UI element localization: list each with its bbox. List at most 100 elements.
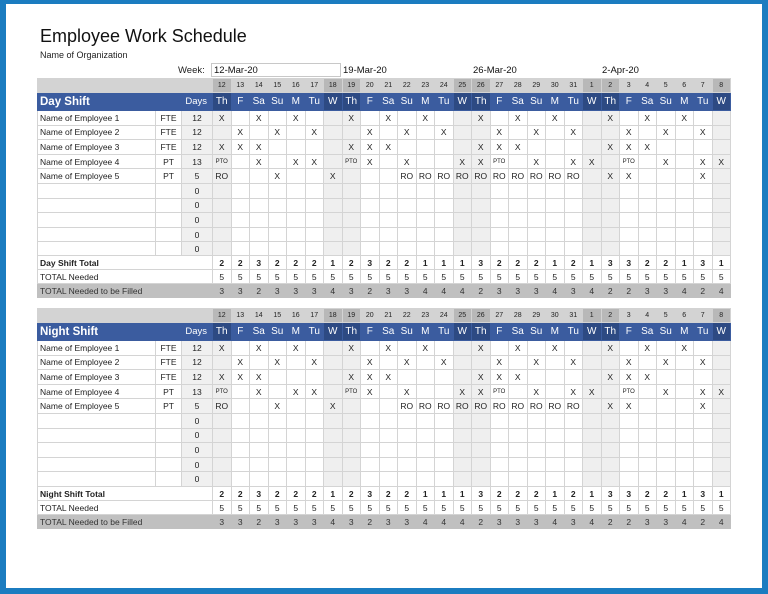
schedule-cell[interactable] bbox=[267, 442, 287, 458]
schedule-cell[interactable] bbox=[323, 442, 343, 458]
schedule-cell[interactable] bbox=[582, 212, 602, 228]
schedule-cell[interactable] bbox=[582, 340, 602, 356]
schedule-cell[interactable]: X bbox=[656, 354, 676, 371]
schedule-cell[interactable]: RO bbox=[452, 168, 472, 184]
schedule-cell[interactable] bbox=[637, 124, 657, 141]
schedule-cell[interactable] bbox=[693, 197, 713, 214]
schedule-cell[interactable] bbox=[249, 168, 269, 184]
schedule-cell[interactable] bbox=[563, 442, 583, 458]
schedule-cell[interactable] bbox=[378, 153, 398, 170]
schedule-cell[interactable] bbox=[674, 354, 694, 371]
schedule-cell[interactable] bbox=[545, 412, 565, 429]
schedule-cell[interactable]: X bbox=[249, 110, 269, 126]
schedule-cell[interactable] bbox=[619, 197, 639, 214]
schedule-cell[interactable]: X bbox=[378, 110, 398, 126]
schedule-cell[interactable] bbox=[489, 212, 509, 228]
schedule-cell[interactable] bbox=[619, 471, 639, 487]
schedule-cell[interactable] bbox=[286, 369, 306, 385]
schedule-cell[interactable]: X bbox=[230, 139, 250, 155]
schedule-cell[interactable] bbox=[397, 369, 417, 385]
schedule-cell[interactable] bbox=[693, 412, 713, 429]
employee-name-cell[interactable] bbox=[37, 212, 156, 228]
schedule-cell[interactable] bbox=[378, 182, 398, 199]
schedule-cell[interactable] bbox=[656, 197, 676, 214]
schedule-cell[interactable] bbox=[693, 369, 713, 385]
schedule-cell[interactable] bbox=[378, 354, 398, 371]
schedule-cell[interactable] bbox=[711, 456, 731, 473]
schedule-cell[interactable] bbox=[267, 110, 287, 126]
schedule-cell[interactable]: RO bbox=[471, 168, 491, 184]
schedule-cell[interactable] bbox=[526, 427, 546, 444]
schedule-cell[interactable]: X bbox=[286, 153, 306, 170]
schedule-cell[interactable] bbox=[360, 212, 380, 228]
schedule-cell[interactable] bbox=[674, 398, 694, 414]
employee-type-cell[interactable]: FTE bbox=[155, 110, 182, 126]
schedule-cell[interactable] bbox=[452, 354, 472, 371]
schedule-cell[interactable] bbox=[378, 456, 398, 473]
schedule-cell[interactable] bbox=[304, 369, 324, 385]
employee-name-cell[interactable]: Name of Employee 2 bbox=[37, 354, 156, 371]
schedule-cell[interactable] bbox=[582, 226, 602, 243]
employee-type-cell[interactable] bbox=[155, 427, 182, 444]
schedule-cell[interactable] bbox=[434, 412, 454, 429]
schedule-cell[interactable] bbox=[304, 110, 324, 126]
schedule-cell[interactable] bbox=[434, 139, 454, 155]
schedule-cell[interactable] bbox=[693, 442, 713, 458]
schedule-cell[interactable] bbox=[304, 412, 324, 429]
schedule-cell[interactable] bbox=[323, 212, 343, 228]
schedule-cell[interactable] bbox=[656, 442, 676, 458]
schedule-cell[interactable]: X bbox=[637, 369, 657, 385]
schedule-cell[interactable]: X bbox=[600, 139, 620, 155]
schedule-cell[interactable] bbox=[526, 182, 546, 199]
schedule-cell[interactable] bbox=[323, 197, 343, 214]
schedule-cell[interactable] bbox=[582, 182, 602, 199]
schedule-cell[interactable]: X bbox=[249, 340, 269, 356]
schedule-cell[interactable] bbox=[212, 124, 232, 141]
schedule-cell[interactable]: X bbox=[323, 398, 343, 414]
schedule-cell[interactable] bbox=[674, 369, 694, 385]
schedule-cell[interactable] bbox=[212, 412, 232, 429]
schedule-cell[interactable] bbox=[360, 168, 380, 184]
schedule-cell[interactable] bbox=[471, 226, 491, 243]
schedule-cell[interactable] bbox=[378, 168, 398, 184]
schedule-cell[interactable] bbox=[323, 340, 343, 356]
schedule-cell[interactable]: X bbox=[619, 124, 639, 141]
employee-type-cell[interactable] bbox=[155, 197, 182, 214]
schedule-cell[interactable]: X bbox=[563, 124, 583, 141]
schedule-cell[interactable] bbox=[378, 212, 398, 228]
schedule-cell[interactable]: X bbox=[212, 110, 232, 126]
schedule-cell[interactable] bbox=[600, 383, 620, 400]
schedule-cell[interactable] bbox=[711, 412, 731, 429]
schedule-cell[interactable] bbox=[711, 139, 731, 155]
schedule-cell[interactable]: X bbox=[508, 369, 528, 385]
schedule-cell[interactable] bbox=[489, 412, 509, 429]
schedule-cell[interactable] bbox=[434, 427, 454, 444]
schedule-cell[interactable] bbox=[323, 456, 343, 473]
schedule-cell[interactable]: X bbox=[230, 124, 250, 141]
schedule-cell[interactable] bbox=[360, 471, 380, 487]
schedule-cell[interactable]: X bbox=[693, 153, 713, 170]
schedule-cell[interactable] bbox=[286, 456, 306, 473]
schedule-cell[interactable] bbox=[711, 226, 731, 243]
schedule-cell[interactable] bbox=[360, 182, 380, 199]
schedule-cell[interactable] bbox=[286, 197, 306, 214]
schedule-cell[interactable] bbox=[563, 369, 583, 385]
schedule-cell[interactable]: X bbox=[674, 110, 694, 126]
schedule-cell[interactable] bbox=[656, 369, 676, 385]
employee-name-cell[interactable]: Name of Employee 4 bbox=[37, 383, 156, 400]
schedule-cell[interactable]: X bbox=[360, 369, 380, 385]
schedule-cell[interactable] bbox=[563, 226, 583, 243]
schedule-cell[interactable]: X bbox=[230, 354, 250, 371]
schedule-cell[interactable] bbox=[415, 153, 435, 170]
schedule-cell[interactable]: RO bbox=[212, 168, 232, 184]
schedule-cell[interactable]: X bbox=[508, 110, 528, 126]
schedule-cell[interactable]: X bbox=[619, 354, 639, 371]
schedule-cell[interactable]: X bbox=[600, 340, 620, 356]
schedule-cell[interactable] bbox=[693, 212, 713, 228]
employee-name-cell[interactable]: Name of Employee 4 bbox=[37, 153, 156, 170]
schedule-cell[interactable] bbox=[360, 456, 380, 473]
schedule-cell[interactable] bbox=[249, 427, 269, 444]
schedule-cell[interactable] bbox=[563, 412, 583, 429]
schedule-cell[interactable] bbox=[397, 110, 417, 126]
employee-name-cell[interactable]: Name of Employee 5 bbox=[37, 398, 156, 414]
